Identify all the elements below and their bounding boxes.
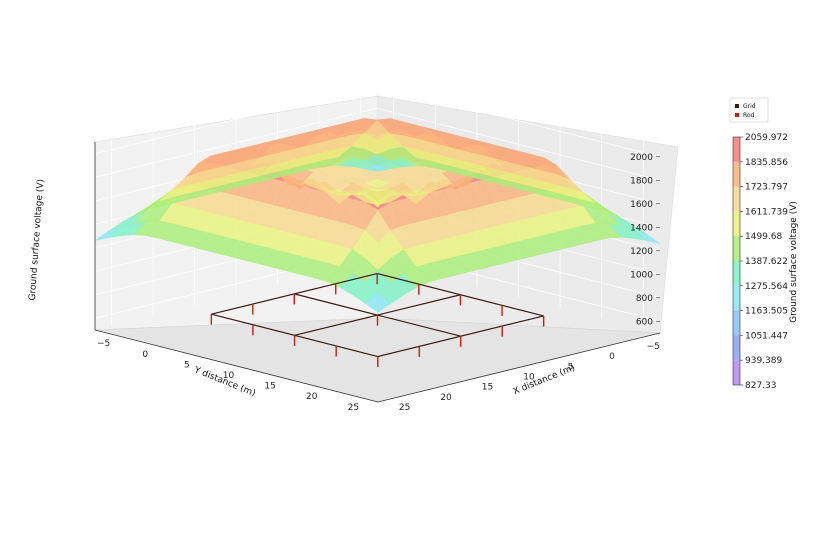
x-axis-ticks: −5 0 5 10 15 20 25 bbox=[399, 342, 660, 413]
z-tick-label: 800 bbox=[636, 294, 653, 304]
colorbar-segment bbox=[733, 335, 740, 361]
voltage-surface bbox=[94, 118, 661, 313]
x-tick-label: 5 bbox=[568, 362, 574, 372]
z-tick-label: 1400 bbox=[630, 223, 653, 233]
legend-marker-grid bbox=[735, 104, 739, 108]
colorbar-segment bbox=[733, 186, 740, 212]
x-tick-label: −5 bbox=[647, 342, 660, 352]
y-tick-label: 0 bbox=[142, 350, 148, 360]
legend-marker-rod bbox=[735, 113, 739, 117]
colorbar-segment bbox=[733, 161, 740, 187]
y-axis-line bbox=[94, 329, 379, 403]
colorbar-tick-label: 827.33 bbox=[745, 381, 777, 391]
z-tick-label: 1600 bbox=[630, 200, 653, 210]
y-tick-label: −5 bbox=[97, 339, 110, 349]
y-tick-label: 5 bbox=[184, 360, 190, 370]
z-gridline bbox=[94, 84, 661, 158]
surface-facet bbox=[363, 164, 391, 172]
colorbar-tick-label: 1723.797 bbox=[745, 183, 788, 193]
x-tick-label: 0 bbox=[609, 352, 615, 362]
colorbar-segment bbox=[733, 137, 740, 162]
x-axis-line bbox=[377, 332, 661, 403]
colorbar-tick-label: 2059.972 bbox=[745, 133, 788, 143]
x-tick-label: 10 bbox=[523, 373, 535, 383]
x-tick-label: 25 bbox=[399, 403, 410, 413]
colorbar-segment bbox=[733, 310, 740, 336]
ground-grid-conductors bbox=[210, 272, 545, 368]
z-tick-label: 1000 bbox=[630, 270, 653, 280]
legend-label-grid: Grid bbox=[743, 103, 756, 110]
z-tick-label: 1200 bbox=[630, 247, 653, 257]
colorbar: 2059.972 1835.856 1723.797 1611.739 1499.68 1… bbox=[732, 133, 788, 391]
colorbar-tick-label: 1835.856 bbox=[745, 158, 788, 168]
colorbar-tick-label: 1163.505 bbox=[745, 307, 788, 317]
x-tick-label: 15 bbox=[482, 383, 493, 393]
colorbar-tick-label: 1499.68 bbox=[745, 232, 782, 242]
colorbar-tick-label: 939.389 bbox=[745, 356, 782, 366]
colorbar-tick-label: 1275.564 bbox=[745, 282, 788, 292]
x-tick-label: 20 bbox=[440, 393, 452, 403]
legend-label-rod: Rod bbox=[743, 112, 755, 119]
legend-box bbox=[729, 97, 769, 123]
z-gridline bbox=[94, 107, 661, 181]
colorbar-tick-label: 1611.739 bbox=[745, 207, 788, 217]
y-axis-ticks: −5 0 5 10 15 20 25 bbox=[97, 339, 359, 413]
y-tick-label: 25 bbox=[348, 403, 359, 413]
z-axis-ticks: 600 800 1000 1200 1400 1600 1800 2000 bbox=[630, 153, 660, 327]
colorbar-tick-label: 1387.622 bbox=[745, 257, 788, 267]
x-axis-label: X distance (m) bbox=[512, 363, 577, 397]
y-tick-label: 15 bbox=[264, 382, 275, 392]
colorbar-segment bbox=[733, 285, 740, 311]
z-tick-label: 1800 bbox=[630, 176, 653, 186]
colorbar-tick-label: 1051.447 bbox=[745, 331, 788, 341]
y-tick-label: 10 bbox=[223, 371, 235, 381]
z-tick-label: 2000 bbox=[630, 153, 653, 163]
legend: Grid Rod bbox=[729, 97, 769, 123]
z-axis-label: Ground surface voltage (V) bbox=[28, 179, 46, 301]
colorbar-segment bbox=[733, 236, 740, 261]
colorbar-segment bbox=[733, 261, 740, 286]
z-tick-label: 600 bbox=[636, 317, 653, 327]
grid-conductor bbox=[377, 272, 544, 317]
colorbar-label: Ground surface voltage (V) bbox=[789, 201, 799, 323]
y-tick-label: 20 bbox=[306, 392, 318, 402]
colorbar-segment bbox=[733, 360, 740, 385]
colorbar-segment bbox=[733, 211, 740, 237]
